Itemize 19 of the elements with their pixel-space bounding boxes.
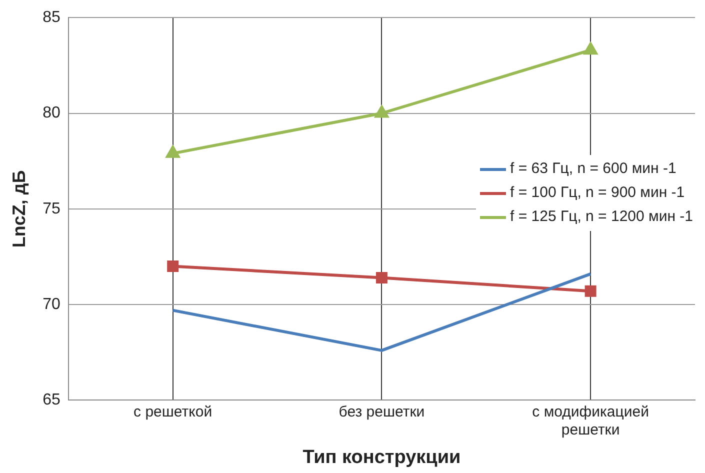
y-tick-label: 85 — [42, 9, 60, 26]
y-tick-label: 80 — [42, 104, 60, 122]
point — [376, 272, 388, 284]
y-tick-label: 65 — [42, 392, 60, 409]
x-tick-label: без решетки — [338, 403, 425, 420]
x-tick-label: с модификацией решетки — [532, 403, 649, 438]
legend-label: f = 125 Гц, n = 1200 мин -1 — [510, 207, 693, 227]
point — [166, 146, 180, 158]
point — [167, 260, 179, 272]
point — [584, 42, 598, 55]
point — [375, 106, 388, 118]
y-tick-label: 70 — [42, 296, 60, 313]
x-tick-label: с решеткой — [134, 403, 212, 420]
point — [584, 285, 596, 297]
legend-label: f = 63 Гц, n = 600 мин -1 — [510, 159, 676, 179]
y-tick-label: 75 — [42, 200, 60, 218]
legend-label: f = 100 Гц, n = 900 мин -1 — [510, 183, 685, 203]
y-axis-title: LncZ, дБ — [8, 170, 29, 248]
x-axis-title: Тип конструкции — [302, 446, 461, 468]
